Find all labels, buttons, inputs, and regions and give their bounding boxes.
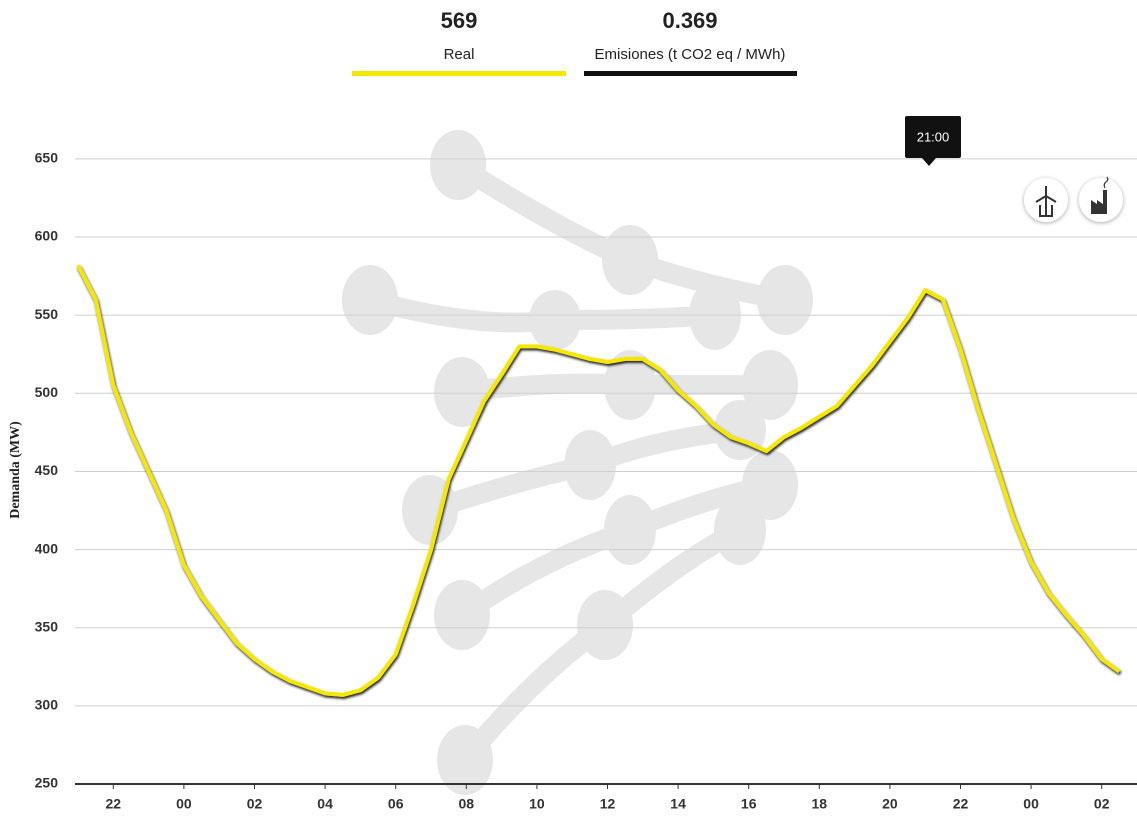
real-label: Real [444, 46, 475, 63]
factory-button[interactable] [1079, 178, 1123, 222]
emissions-value: 0.369 [662, 8, 717, 33]
x-tick-label: 18 [812, 796, 828, 812]
watermark [342, 130, 813, 795]
real-value: 569 [441, 8, 478, 33]
tooltip-text: 21:00 [917, 129, 950, 144]
y-tick-label: 600 [35, 228, 59, 244]
x-tick-label: 10 [529, 796, 545, 812]
y-tick-label: 250 [35, 775, 59, 791]
y-tick-label: 650 [35, 150, 59, 166]
x-tick-label: 06 [388, 796, 404, 812]
x-tick-label: 16 [741, 796, 757, 812]
y-tick-label: 350 [35, 618, 59, 634]
emissions-label: Emisiones (t CO2 eq / MWh) [595, 46, 786, 63]
x-tick-label: 22 [106, 796, 122, 812]
x-tick-label: 08 [459, 796, 475, 812]
chart: 569 Real 0.369 Emisiones (t CO2 eq / MWh… [0, 0, 1137, 819]
y-tick-label: 400 [35, 540, 59, 556]
x-tick-label: 02 [247, 796, 263, 812]
y-axis-label: Demanda (MW) [8, 421, 23, 519]
y-tick-label: 300 [35, 697, 59, 713]
y-tick-label: 500 [35, 384, 59, 400]
x-tick-label: 22 [953, 796, 969, 812]
tooltip-arrow [922, 158, 936, 166]
x-tick-label: 04 [317, 796, 333, 812]
x-tick-label: 20 [882, 796, 898, 812]
x-tick-label: 00 [1023, 796, 1039, 812]
factory-circle[interactable] [1079, 178, 1123, 222]
x-tick-label: 02 [1094, 796, 1110, 812]
y-tick-label: 550 [35, 306, 59, 322]
x-tick-label: 12 [600, 796, 616, 812]
y-tick-label: 450 [35, 462, 59, 478]
emissions-underline [584, 71, 797, 76]
x-tick-label: 14 [670, 796, 686, 812]
real-underline [352, 71, 566, 76]
x-tick-label: 00 [176, 796, 192, 812]
